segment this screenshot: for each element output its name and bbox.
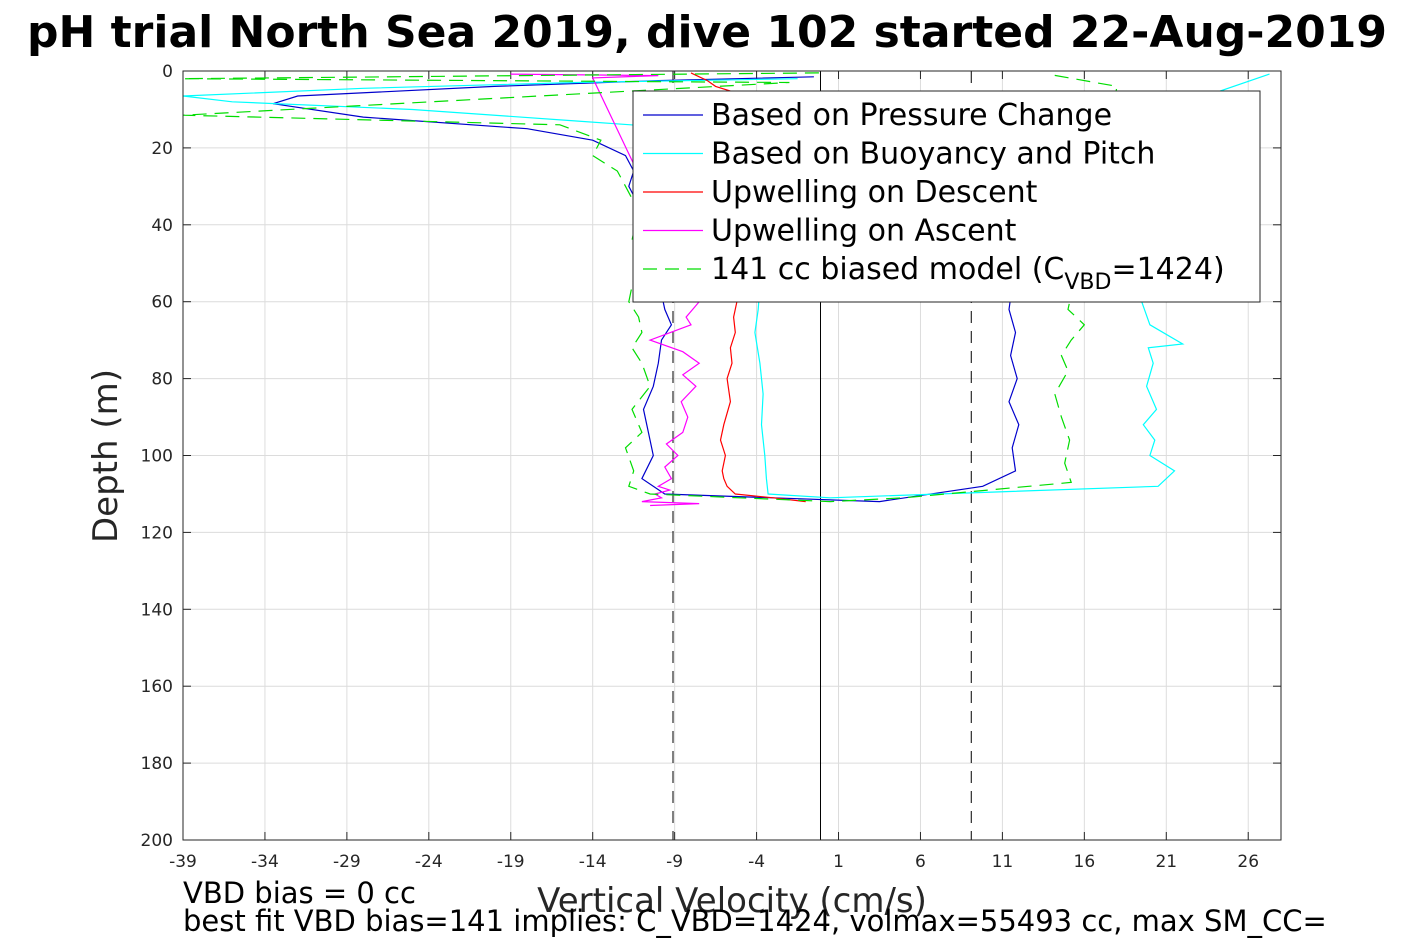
- x-tick-labels: -39 -34 -29 -24 -19 -14 -9 -4 1 6 11 16 21 26: [169, 852, 1259, 872]
- x-tick-label: -34: [251, 852, 279, 872]
- y-tick-label: 0: [162, 62, 173, 82]
- y-tick-labels: 0 20 40 60 80 100 120 140 160 180 200: [141, 62, 173, 851]
- axes-box: [182, 70, 1282, 841]
- x-tick-label: -29: [333, 852, 361, 872]
- y-tick-label: 60: [151, 293, 173, 313]
- y-tick-label: 20: [151, 139, 173, 159]
- legend-label-4: Upwelling on Ascent: [711, 214, 1017, 249]
- series-line-3: [690, 72, 806, 503]
- series-line-5: [182, 72, 1118, 503]
- y-tick-label: 200: [141, 831, 173, 851]
- chart-title: pH trial North Sea 2019, dive 102 starte…: [27, 7, 1387, 58]
- x-tick-label: -24: [415, 852, 443, 872]
- x-axis-label: Vertical Velocity (cm/s): [537, 881, 927, 921]
- legend: Based on Pressure Change Based on Buoyanc…: [632, 90, 1261, 303]
- series-line-1: [272, 76, 1020, 503]
- y-axis-label: Depth (m): [86, 369, 126, 543]
- x-tick-label: 11: [992, 852, 1014, 872]
- legend-label-3: Upwelling on Descent: [711, 175, 1038, 210]
- x-tick-label: -19: [497, 852, 525, 872]
- series-line-4: [510, 73, 701, 507]
- x-tick-label: 16: [1074, 852, 1096, 872]
- y-tick-label: 160: [141, 677, 173, 697]
- legend-label-1: Based on Pressure Change: [711, 98, 1112, 133]
- y-tick-label: 100: [141, 447, 173, 467]
- x-tick-label: -9: [666, 852, 683, 872]
- x-tick-label: 21: [1155, 852, 1177, 872]
- x-tick-label: -14: [579, 852, 607, 872]
- x-tick-label: 26: [1237, 852, 1259, 872]
- x-tick-label: 1: [833, 852, 844, 872]
- legend-label-5: 141 cc biased model (CVBD=1424): [711, 252, 1225, 295]
- vbd-bias-note: VBD bias = 0 cc: [183, 876, 416, 910]
- legend-box: [632, 90, 1261, 303]
- y-tick-label: 80: [151, 370, 173, 390]
- x-tick-label: 6: [915, 852, 926, 872]
- best-fit-note: best fit VBD bias=141 implies: C_VBD=142…: [183, 904, 1327, 938]
- y-tick-label: 120: [141, 523, 173, 543]
- y-tick-label: 180: [141, 754, 173, 774]
- y-tick-label: 40: [151, 216, 173, 236]
- x-tick-label: -4: [748, 852, 765, 872]
- y-tick-label: 140: [141, 600, 173, 620]
- x-tick-label: -39: [169, 852, 197, 872]
- legend-label-2: Based on Buoyancy and Pitch: [711, 137, 1155, 172]
